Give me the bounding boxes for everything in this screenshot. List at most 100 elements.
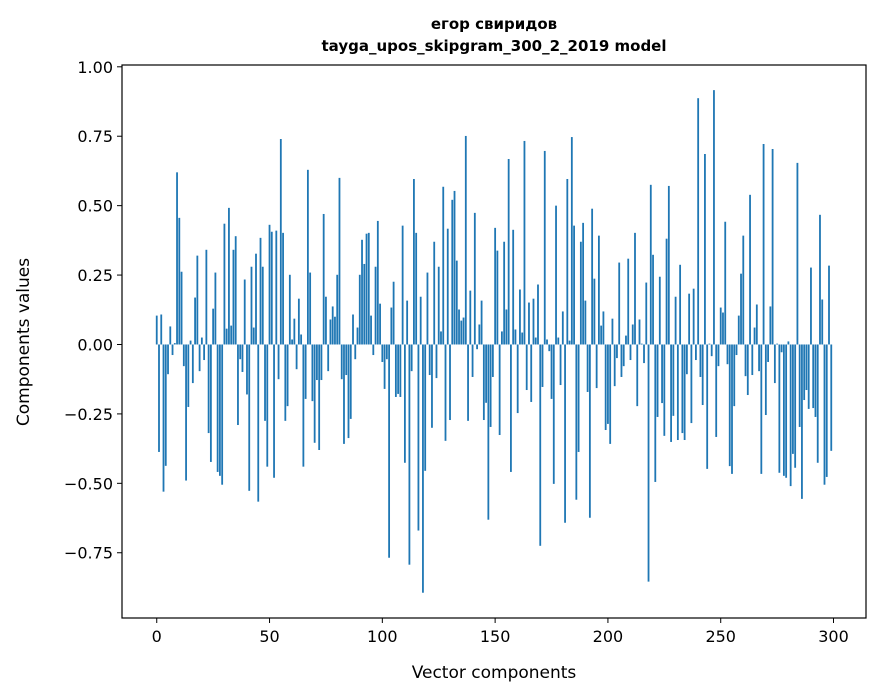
bar-157 — [510, 344, 512, 472]
bar-45 — [257, 344, 260, 502]
bar-286 — [801, 344, 803, 499]
bar-271 — [767, 344, 769, 362]
bar-178 — [557, 337, 560, 345]
bar-209 — [627, 258, 630, 345]
bar-203 — [613, 344, 616, 387]
bar-17 — [194, 297, 196, 345]
x-tick-label: 0 — [152, 627, 162, 646]
bar-216 — [643, 344, 645, 364]
bar-155 — [505, 309, 508, 345]
bar-176 — [552, 344, 555, 484]
bar-269 — [762, 144, 765, 345]
bar-287 — [803, 344, 806, 401]
bar-126 — [440, 331, 442, 345]
bar-94 — [367, 232, 370, 345]
x-tick-label: 250 — [705, 627, 736, 646]
bar-124 — [435, 344, 438, 379]
bar-279 — [785, 344, 788, 478]
bar-232 — [679, 264, 682, 345]
bar-152 — [498, 344, 501, 436]
bar-149 — [491, 344, 494, 377]
bar-187 — [577, 344, 580, 452]
bar-9 — [176, 172, 178, 345]
bar-87 — [352, 314, 354, 345]
bar-141 — [473, 212, 476, 345]
bar-62 — [295, 344, 298, 370]
bar-136 — [462, 317, 465, 345]
y-tick-label: −0.50 — [64, 474, 113, 493]
bar-68 — [309, 272, 312, 345]
bar-264 — [751, 344, 754, 376]
bar-294 — [819, 214, 821, 345]
bar-135 — [460, 320, 463, 345]
bar-7 — [171, 344, 174, 356]
bar-251 — [722, 312, 724, 345]
bar-162 — [521, 332, 524, 345]
bar-106 — [394, 344, 397, 397]
bar-113 — [410, 344, 413, 372]
bar-267 — [758, 344, 760, 372]
bar-104 — [390, 307, 393, 345]
bar-282 — [792, 344, 794, 454]
x-tick-label: 150 — [480, 627, 511, 646]
bar-53 — [275, 230, 278, 345]
bar-37 — [239, 344, 242, 360]
bar-114 — [413, 178, 415, 345]
bar-36 — [237, 344, 239, 426]
bar-276 — [778, 344, 781, 473]
bar-48 — [264, 344, 266, 421]
bar-249 — [717, 344, 720, 367]
bar-268 — [760, 344, 763, 474]
bar-280 — [787, 341, 790, 345]
bar-127 — [442, 186, 445, 345]
bar-28 — [219, 344, 221, 476]
bar-115 — [415, 232, 418, 345]
bar-34 — [232, 249, 235, 345]
bar-78 — [331, 306, 334, 345]
bar-65 — [302, 344, 305, 467]
bar-13 — [185, 344, 187, 481]
bar-90 — [358, 274, 361, 345]
bar-5 — [167, 344, 169, 375]
bar-33 — [230, 325, 233, 345]
bar-122 — [431, 344, 433, 428]
bar-168 — [534, 337, 537, 345]
bar-30 — [223, 223, 226, 345]
bar-160 — [516, 344, 519, 414]
bar-195 — [595, 344, 598, 389]
bar-50 — [268, 224, 271, 345]
bar-281 — [789, 344, 792, 487]
bar-206 — [620, 344, 623, 377]
bar-298 — [828, 265, 830, 345]
bar-181 — [564, 344, 566, 523]
bar-215 — [640, 343, 643, 345]
bar-32 — [228, 207, 230, 345]
bar-102 — [385, 344, 388, 360]
bar-265 — [753, 327, 756, 345]
x-tick-label: 50 — [259, 627, 279, 646]
chart-title-line-2: tayga_upos_skipgram_300_2_2019 model — [322, 37, 667, 55]
bar-255 — [731, 344, 733, 474]
bar-218 — [647, 344, 650, 582]
bar-289 — [807, 344, 810, 409]
bar-133 — [455, 260, 458, 345]
bar-275 — [776, 343, 779, 345]
bar-49 — [266, 344, 269, 467]
bar-273 — [771, 148, 774, 345]
bar-8 — [173, 343, 176, 345]
bar-118 — [422, 344, 424, 593]
bar-93 — [365, 233, 368, 345]
bar-172 — [543, 150, 546, 345]
bar-81 — [338, 177, 341, 345]
bar-173 — [546, 339, 548, 345]
bar-74 — [322, 213, 325, 345]
bar-208 — [625, 335, 627, 345]
bar-285 — [798, 344, 801, 427]
bar-245 — [708, 343, 711, 345]
bar-100 — [381, 344, 384, 362]
bar-3 — [162, 344, 165, 492]
plot-frame — [121, 64, 867, 619]
bar-80 — [336, 274, 339, 345]
bar-99 — [379, 303, 381, 345]
bar-19 — [198, 344, 201, 372]
